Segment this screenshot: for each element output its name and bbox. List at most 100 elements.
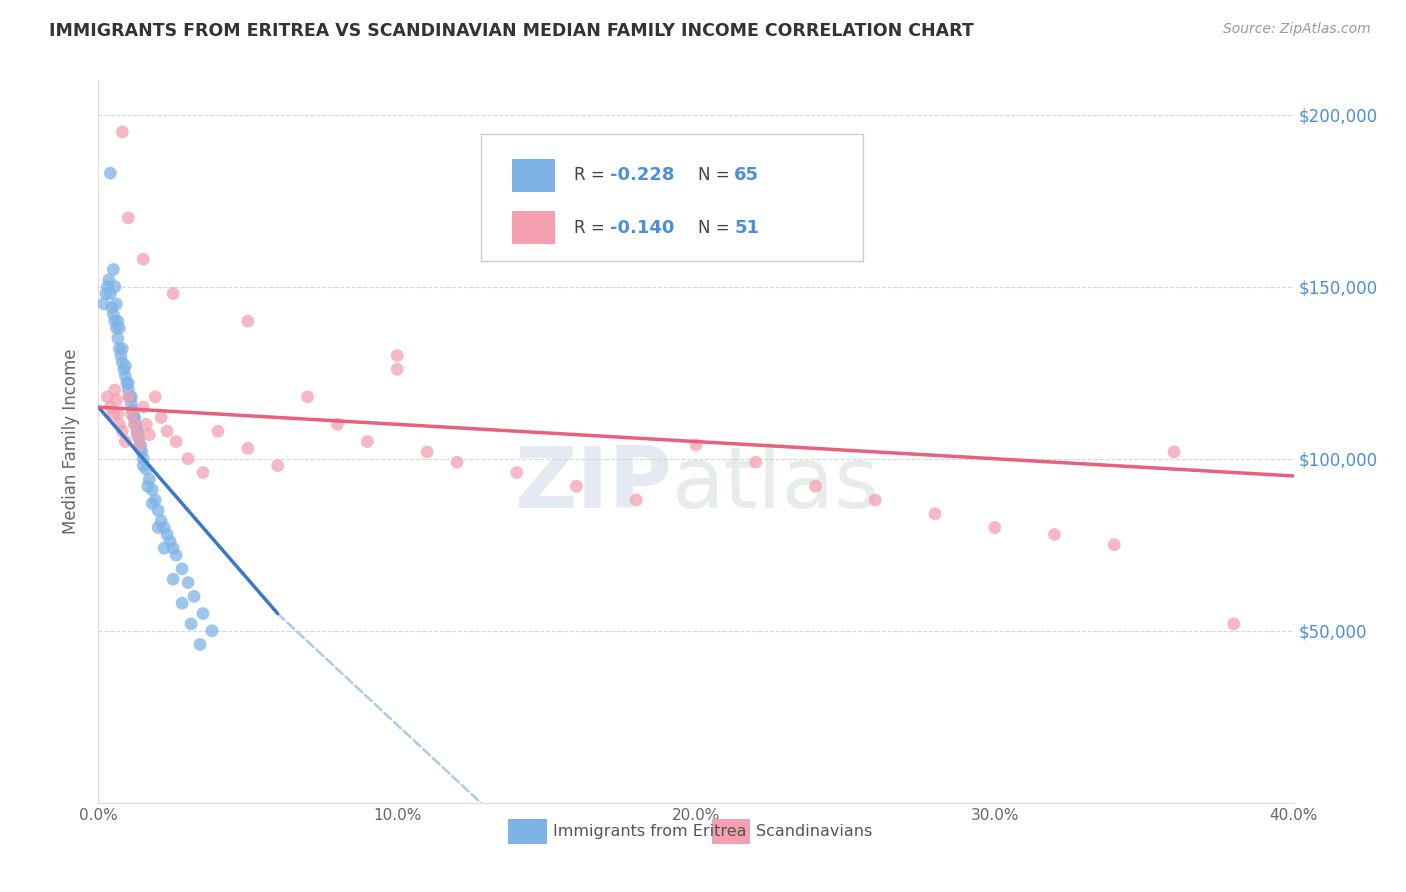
Point: [446, 455, 468, 469]
Point: [165, 548, 187, 562]
Point: [138, 427, 160, 442]
Point: [117, 390, 139, 404]
Point: [111, 424, 134, 438]
Point: [105, 393, 128, 408]
Point: [103, 262, 125, 277]
Point: [108, 321, 131, 335]
Point: [236, 442, 259, 456]
Text: N =: N =: [699, 166, 735, 184]
Point: [127, 424, 149, 438]
Point: [108, 417, 131, 432]
Text: R =: R =: [574, 219, 610, 236]
Point: [131, 445, 153, 459]
Point: [93, 297, 115, 311]
Point: [141, 496, 163, 510]
Point: [188, 638, 211, 652]
FancyBboxPatch shape: [481, 135, 863, 260]
Point: [191, 607, 214, 621]
Point: [177, 451, 200, 466]
Point: [148, 503, 170, 517]
Point: [177, 575, 200, 590]
Point: [565, 479, 588, 493]
Point: [804, 479, 827, 493]
Point: [124, 417, 146, 432]
Point: [125, 417, 148, 432]
Point: [416, 445, 439, 459]
Text: R =: R =: [574, 166, 610, 184]
Point: [96, 279, 118, 293]
Point: [98, 400, 122, 414]
Text: IMMIGRANTS FROM ERITREA VS SCANDINAVIAN MEDIAN FAMILY INCOME CORRELATION CHART: IMMIGRANTS FROM ERITREA VS SCANDINAVIAN …: [49, 22, 974, 40]
Text: Scandinavians: Scandinavians: [756, 824, 872, 839]
Point: [183, 590, 205, 604]
Point: [107, 331, 129, 345]
Text: Immigrants from Eritrea: Immigrants from Eritrea: [553, 824, 747, 839]
Point: [96, 390, 118, 404]
Point: [165, 434, 187, 449]
Point: [1223, 616, 1246, 631]
Point: [94, 286, 117, 301]
Text: -0.228: -0.228: [610, 166, 675, 184]
Point: [98, 286, 122, 301]
Point: [156, 424, 179, 438]
Point: [162, 572, 184, 586]
Point: [162, 541, 184, 556]
Point: [127, 427, 149, 442]
Point: [135, 417, 157, 432]
Point: [104, 279, 127, 293]
Point: [114, 434, 136, 449]
Point: [201, 624, 224, 638]
Point: [156, 527, 179, 541]
FancyBboxPatch shape: [512, 159, 555, 193]
Point: [172, 562, 194, 576]
Point: [104, 314, 127, 328]
Point: [115, 376, 138, 390]
Text: -0.140: -0.140: [610, 219, 675, 236]
Point: [135, 462, 157, 476]
Point: [112, 362, 135, 376]
Text: 65: 65: [734, 166, 759, 184]
Point: [138, 472, 160, 486]
Point: [118, 390, 141, 404]
Point: [103, 307, 125, 321]
Point: [107, 314, 129, 328]
Point: [128, 431, 150, 445]
Point: [150, 514, 173, 528]
Point: [626, 493, 648, 508]
Point: [114, 369, 136, 384]
Point: [111, 125, 134, 139]
Point: [104, 383, 127, 397]
Point: [1043, 527, 1066, 541]
Text: N =: N =: [699, 219, 735, 236]
Point: [120, 397, 142, 411]
Point: [385, 362, 409, 376]
Point: [153, 541, 176, 556]
Point: [110, 349, 132, 363]
Point: [129, 438, 152, 452]
Point: [129, 438, 152, 452]
Y-axis label: Median Family Income: Median Family Income: [62, 349, 80, 534]
Point: [107, 407, 129, 421]
Point: [1104, 538, 1126, 552]
Point: [984, 520, 1007, 534]
Text: ZIP: ZIP: [515, 443, 672, 526]
Point: [685, 438, 707, 452]
Point: [132, 252, 155, 267]
Point: [120, 407, 142, 421]
Point: [117, 376, 139, 390]
Point: [1163, 445, 1185, 459]
Point: [153, 520, 176, 534]
Point: [121, 403, 143, 417]
Point: [159, 534, 181, 549]
FancyBboxPatch shape: [512, 211, 555, 244]
Point: [143, 493, 166, 508]
Point: [865, 493, 887, 508]
Point: [97, 273, 120, 287]
Point: [111, 342, 134, 356]
Point: [124, 410, 146, 425]
Point: [136, 479, 159, 493]
Point: [127, 424, 149, 438]
Point: [141, 483, 163, 497]
Point: [114, 359, 136, 373]
Point: [124, 410, 146, 425]
